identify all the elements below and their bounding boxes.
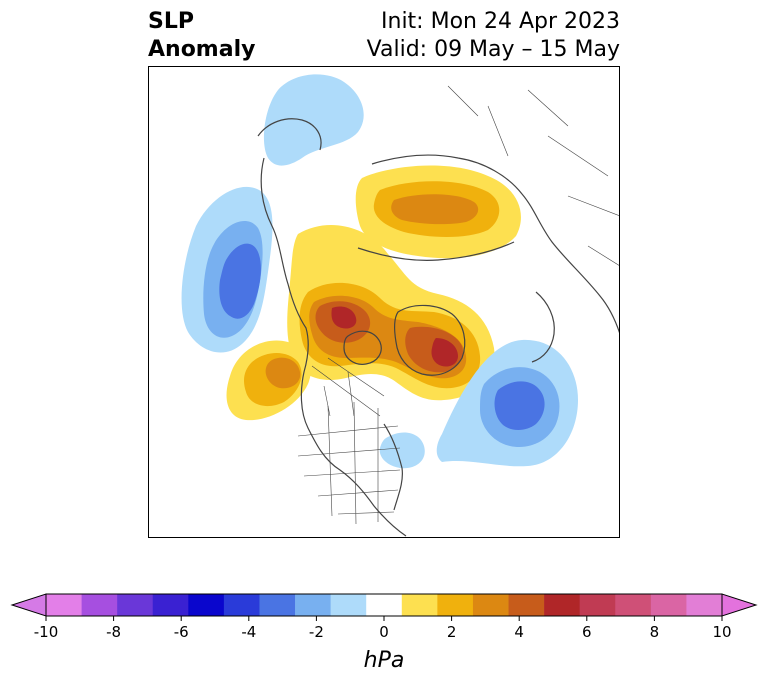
positive-anomaly-beaufort-max [331,306,357,329]
title-init-date: Init: Mon 24 Apr 2023 [381,9,620,34]
coastline-layer [257,118,620,537]
colorbar-extend-high [721,593,758,617]
colorbar-segment [46,594,82,616]
colorbar-segment [366,594,403,616]
map-title-right: Init: Mon 24 Apr 2023 Valid: 09 May – 15… [367,8,620,64]
slp-anomaly-map [148,66,620,538]
colorbar-segment [188,594,225,616]
colorbar-segment [259,594,296,616]
colorbar-segment [437,594,474,616]
anomaly-fill-layer [181,74,578,469]
siberia-north-coast [357,241,515,261]
colorbar-tick-label: -6 [174,623,189,641]
us-east-coast [383,423,403,511]
colorbar-segment [295,594,331,616]
colorbar-segment [152,594,189,616]
colorbar-tick-label: -10 [34,623,59,641]
colorbar-segment [579,594,616,616]
negative-anomaly-alaska [263,74,364,166]
greenland-outline [394,304,466,376]
map-frame [148,66,620,538]
title-field-type: Anomaly [148,37,256,62]
colorbar-segment [401,594,438,616]
positive-anomaly-gulf-of-alaska-core [265,357,301,389]
colorbar-segment [686,594,723,616]
negative-anomaly-n-atlantic-core [494,381,545,430]
eurasia-country-boundaries [447,85,620,267]
positive-anomaly-greenland-max [431,338,458,367]
colorbar-tick-label: 8 [650,623,660,641]
colorbar-tick-label: 10 [712,623,731,641]
colorbar-segment [544,594,580,616]
negative-anomaly-ne-us [379,432,425,469]
colorbar-segment [223,594,260,616]
colorbar-ticks: -10 -8 -6 -4 -2 0 2 4 6 8 10 [34,616,732,641]
colorbar-tick-label: 2 [447,623,457,641]
title-variable: SLP [148,9,194,34]
colorbar-unit-label: hPa [364,648,405,673]
scandinavia-outline [531,291,555,363]
colorbar-segment [472,594,509,616]
colorbar-segment [117,594,154,616]
canada-province-boundaries [311,357,385,417]
colorbar-segment [615,594,652,616]
negative-anomaly-ne-pacific-core [219,243,261,319]
title-valid-period: Valid: 09 May – 15 May [366,37,620,62]
colorbar-tick-label: 4 [514,623,524,641]
colorbar-segment [508,594,545,616]
colorbar-tick-label: -4 [241,623,256,641]
colorbar-tick-label: 0 [379,623,389,641]
hudson-bay-outline [343,330,382,365]
colorbar-tick-label: 6 [582,623,592,641]
colorbar-tick-label: -2 [309,623,324,641]
us-state-boundaries [297,401,401,525]
map-title-left: SLP Anomaly [148,8,255,64]
colorbar-extend-low [10,593,47,617]
political-boundaries-layer [297,85,620,525]
colorbar-segment [650,594,687,616]
colorbar-segment [330,594,367,616]
positive-anomaly-siberia-core [391,194,479,225]
colorbar-segments [10,593,758,617]
north-america-coastline [260,157,407,537]
colorbar-segment [81,594,118,616]
alaska-outline [257,118,322,151]
colorbar: -10 -8 -6 -4 -2 0 2 4 6 8 10 hPa [10,593,758,673]
colorbar-tick-label: -8 [106,623,121,641]
eurasia-coastline [371,154,620,335]
